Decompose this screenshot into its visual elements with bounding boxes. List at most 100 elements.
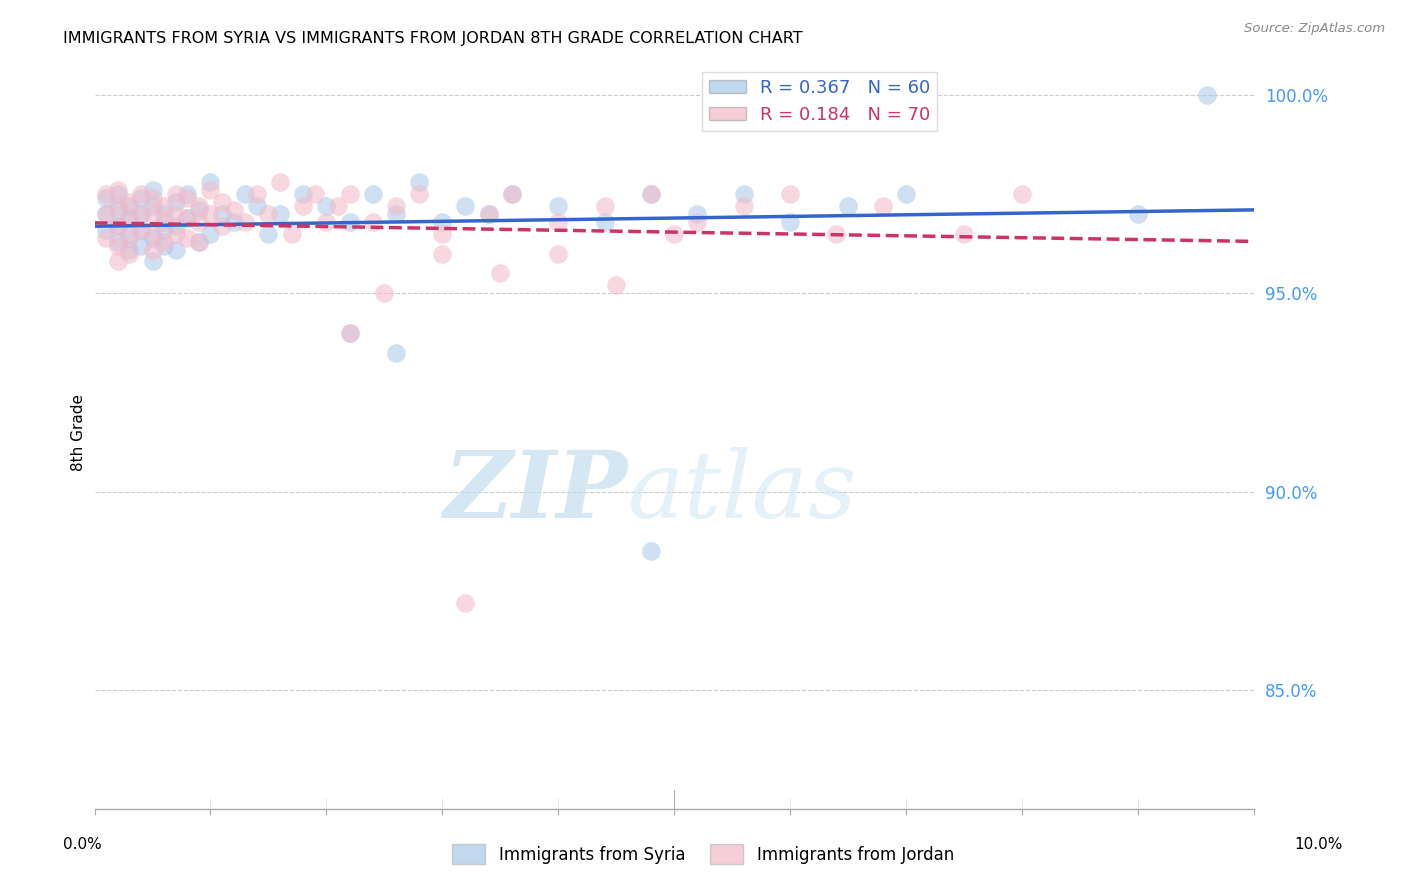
Point <box>593 199 616 213</box>
Point <box>129 223 152 237</box>
Point <box>165 243 187 257</box>
Point <box>478 207 501 221</box>
Point <box>211 207 233 221</box>
Text: 10.0%: 10.0% <box>1295 837 1343 852</box>
Point <box>662 227 685 241</box>
Point <box>153 235 176 249</box>
Point <box>141 207 163 221</box>
Point <box>1011 186 1033 201</box>
Point <box>129 207 152 221</box>
Point <box>339 215 361 229</box>
Point <box>153 199 176 213</box>
Point <box>269 175 291 189</box>
Point <box>361 215 384 229</box>
Point <box>605 278 627 293</box>
Point <box>141 199 163 213</box>
Point <box>165 186 187 201</box>
Point <box>640 544 662 558</box>
Point <box>129 207 152 221</box>
Point <box>165 207 187 221</box>
Point <box>326 199 349 213</box>
Point <box>96 207 118 221</box>
Point <box>280 227 302 241</box>
Point <box>141 254 163 268</box>
Point <box>547 246 569 260</box>
Point <box>141 243 163 257</box>
Point <box>141 230 163 244</box>
Point <box>292 199 315 213</box>
Point <box>96 191 118 205</box>
Point <box>373 286 395 301</box>
Point <box>118 211 141 225</box>
Point <box>107 219 129 233</box>
Point <box>176 211 198 225</box>
Y-axis label: 8th Grade: 8th Grade <box>72 393 86 471</box>
Point <box>165 194 187 209</box>
Point <box>187 215 209 229</box>
Point <box>118 227 141 241</box>
Point <box>141 227 163 241</box>
Point <box>779 215 801 229</box>
Point <box>118 194 141 209</box>
Point <box>96 230 118 244</box>
Point <box>315 215 337 229</box>
Point <box>187 235 209 249</box>
Text: 0.0%: 0.0% <box>63 837 103 852</box>
Point <box>315 199 337 213</box>
Point <box>547 199 569 213</box>
Point <box>176 230 198 244</box>
Point <box>1126 207 1149 221</box>
Point <box>686 207 709 221</box>
Point <box>200 175 222 189</box>
Point <box>222 215 245 229</box>
Point <box>339 326 361 340</box>
Point <box>489 266 512 280</box>
Point <box>432 215 454 229</box>
Text: atlas: atlas <box>627 448 858 537</box>
Point <box>129 186 152 201</box>
Point <box>501 186 523 201</box>
Point <box>304 186 326 201</box>
Text: Source: ZipAtlas.com: Source: ZipAtlas.com <box>1244 22 1385 36</box>
Point <box>118 199 141 213</box>
Point <box>640 186 662 201</box>
Point <box>385 345 408 359</box>
Point <box>339 186 361 201</box>
Point <box>408 186 430 201</box>
Point <box>257 227 280 241</box>
Point <box>779 186 801 201</box>
Point <box>872 199 894 213</box>
Point <box>432 246 454 260</box>
Point <box>837 199 859 213</box>
Point <box>118 246 141 260</box>
Point <box>187 202 209 217</box>
Point <box>953 227 976 241</box>
Point <box>107 183 129 197</box>
Point <box>165 219 187 233</box>
Point <box>176 211 198 225</box>
Point <box>107 238 129 252</box>
Point <box>246 186 269 201</box>
Text: IMMIGRANTS FROM SYRIA VS IMMIGRANTS FROM JORDAN 8TH GRADE CORRELATION CHART: IMMIGRANTS FROM SYRIA VS IMMIGRANTS FROM… <box>63 31 803 46</box>
Point <box>1197 87 1219 102</box>
Point <box>129 223 152 237</box>
Point <box>96 207 118 221</box>
Point <box>153 223 176 237</box>
Point <box>233 215 256 229</box>
Point <box>686 215 709 229</box>
Point <box>176 186 198 201</box>
Point <box>200 227 222 241</box>
Point <box>107 254 129 268</box>
Point <box>141 183 163 197</box>
Point <box>153 238 176 252</box>
Point <box>129 191 152 205</box>
Point <box>118 211 141 225</box>
Point <box>733 186 755 201</box>
Point <box>432 227 454 241</box>
Point <box>153 215 176 229</box>
Point <box>478 207 501 221</box>
Point <box>257 207 280 221</box>
Point <box>454 199 477 213</box>
Point <box>292 186 315 201</box>
Point <box>107 235 129 249</box>
